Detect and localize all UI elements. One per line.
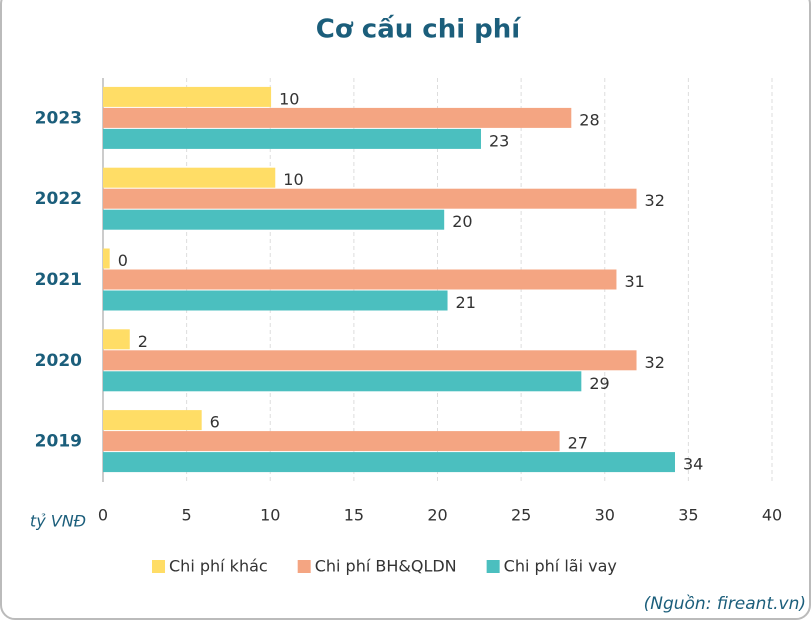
legend-label: Chi phí BH&QLDN — [315, 557, 457, 576]
bar — [103, 209, 445, 230]
bar — [103, 290, 448, 311]
value-label: 32 — [645, 191, 665, 210]
bar — [103, 431, 560, 452]
legend-swatch — [486, 560, 500, 573]
value-label: 6 — [210, 413, 220, 432]
value-label: 27 — [568, 434, 588, 453]
bar — [103, 107, 572, 128]
axis-label: tỷ VNĐ — [30, 512, 86, 531]
value-label: 2 — [138, 332, 148, 351]
bar — [103, 188, 637, 209]
x-tick-label: 0 — [98, 506, 108, 525]
value-label: 34 — [683, 455, 703, 474]
bar — [103, 167, 276, 188]
legend-label: Chi phí lãi vay — [504, 557, 617, 576]
value-label: 23 — [489, 131, 509, 150]
y-tick-label: 2021 — [35, 270, 82, 290]
bar — [103, 452, 675, 473]
bar — [103, 248, 110, 269]
bar — [103, 86, 272, 107]
value-label: 21 — [456, 293, 476, 312]
value-label: 29 — [589, 374, 609, 393]
source: (Nguồn: fireant.vn) — [644, 593, 806, 614]
legend-label: Chi phí khác — [169, 557, 268, 576]
value-label: 10 — [279, 89, 299, 108]
value-label: 0 — [118, 251, 128, 270]
x-tick-label: 5 — [182, 506, 192, 525]
value-label: 32 — [645, 353, 665, 372]
x-tick-label: 10 — [260, 506, 280, 525]
x-tick-label: 40 — [762, 506, 782, 525]
y-tick-label: 2020 — [35, 351, 82, 371]
chart-title: Cơ cấu chi phí — [316, 14, 523, 45]
value-label: 31 — [624, 272, 644, 291]
y-tick-label: 2019 — [35, 432, 82, 452]
bar — [103, 410, 202, 431]
x-tick-label: 20 — [427, 506, 447, 525]
x-tick-label: 25 — [511, 506, 531, 525]
bar — [103, 371, 582, 392]
legend-swatch — [297, 560, 311, 573]
value-label: 20 — [452, 212, 472, 231]
value-label: 10 — [283, 170, 303, 189]
bar — [103, 329, 130, 350]
x-tick-label: 15 — [344, 506, 364, 525]
bar — [103, 350, 637, 371]
legend-swatch — [152, 560, 165, 573]
bar — [103, 128, 481, 149]
y-tick-label: 2022 — [35, 189, 82, 209]
y-tick-label: 2023 — [35, 108, 82, 128]
bar — [103, 269, 617, 290]
value-label: 28 — [579, 110, 599, 129]
x-tick-label: 35 — [678, 506, 698, 525]
x-tick-label: 30 — [595, 506, 615, 525]
